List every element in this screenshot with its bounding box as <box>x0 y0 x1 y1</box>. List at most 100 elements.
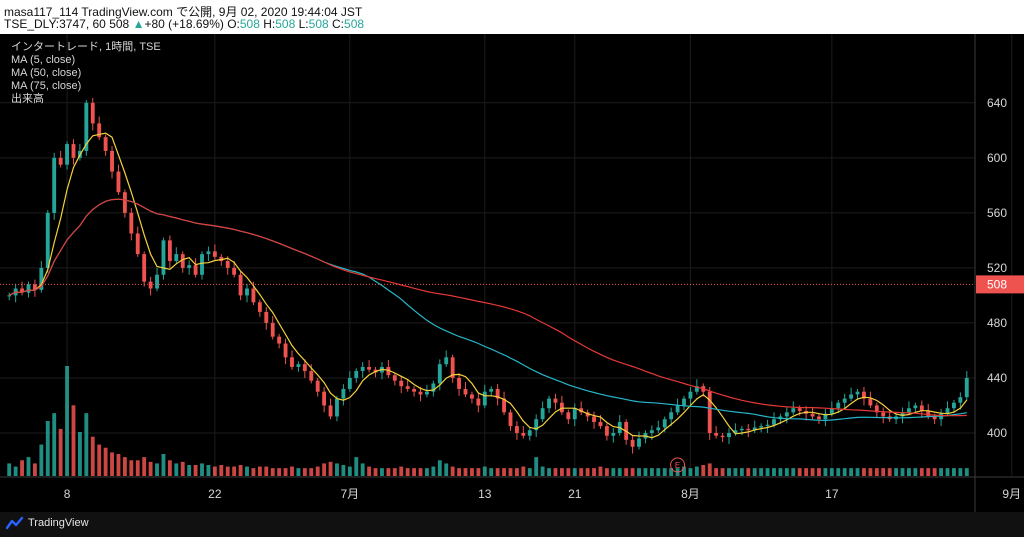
legend-volume: 出来高 <box>11 91 44 105</box>
symbol-label: TSE_DLY:3747, 60 <box>4 17 106 31</box>
candle-body <box>772 419 776 425</box>
volume-bar <box>58 428 63 476</box>
candle-body <box>71 144 76 158</box>
tradingview-logo[interactable]: TradingView <box>6 516 89 530</box>
volume-bar <box>367 466 372 476</box>
candle-body <box>823 413 828 420</box>
volume-bar <box>193 465 198 476</box>
volume-bar <box>958 468 963 476</box>
candle-body <box>245 288 249 296</box>
candle-body <box>932 416 937 420</box>
candle-body <box>649 430 654 433</box>
candle-body <box>193 265 198 275</box>
y-tick-label: 520 <box>987 261 1007 275</box>
candle-body <box>20 288 24 293</box>
legend-title: インタートレード, 1時間, TSE <box>11 40 161 53</box>
candle-body <box>45 212 50 268</box>
volume-bar <box>939 468 944 476</box>
volume-bar <box>887 468 892 476</box>
candle-body <box>129 212 134 234</box>
volume-bar <box>694 466 699 476</box>
volume-bar <box>373 468 378 476</box>
volume-bar <box>836 468 841 476</box>
volume-bar <box>277 468 282 476</box>
x-tick-label: 17 <box>825 487 839 501</box>
volume-bar <box>200 463 204 476</box>
close-label: C: <box>332 17 345 31</box>
volume-bar <box>360 463 365 476</box>
volume-bar <box>797 468 802 476</box>
candle-body <box>32 284 37 290</box>
volume-bar <box>572 468 577 476</box>
candle-body <box>855 391 860 395</box>
candle-body <box>611 432 616 436</box>
legend-ma50: MA (50, close) <box>11 67 81 79</box>
candle-body <box>347 377 352 389</box>
volume-bar <box>752 468 757 476</box>
volume-bar <box>457 468 462 476</box>
volume-bar <box>84 413 89 476</box>
change-up-icon: ▲ <box>132 17 145 31</box>
candle-body <box>257 302 262 312</box>
candle-body <box>900 412 905 417</box>
candle-body <box>200 254 204 275</box>
candle-body <box>817 416 821 420</box>
volume-bar <box>245 466 249 476</box>
candles <box>7 97 969 454</box>
volume-bar <box>296 468 301 476</box>
candle-body <box>26 284 31 293</box>
volume-bar <box>174 463 179 476</box>
candle-body <box>482 391 487 406</box>
volume-bar <box>701 465 706 476</box>
volume-bar <box>270 468 275 476</box>
volume-bar <box>45 421 50 476</box>
candle-body <box>566 412 571 420</box>
time-axis[interactable]: 8 22 7月 13 21 8月 17 9月 <box>64 487 1021 501</box>
earnings-marker[interactable] <box>670 457 686 473</box>
volume-bar <box>527 468 532 476</box>
volume-bar <box>508 468 513 476</box>
candle-body <box>720 435 725 438</box>
volume-bar <box>431 466 436 476</box>
y-tick-label: 480 <box>987 316 1007 330</box>
publish-info: masa117_114 TradingView.com で公開, 9月 02, … <box>4 5 363 19</box>
chart-frame[interactable]: E 400 440 480 520 560 600 640 8 22 7月 13 21 8月 17 9月 … <box>0 34 1024 512</box>
volume-bar <box>65 366 69 476</box>
price-axis[interactable]: 400 440 480 520 560 600 640 <box>987 96 1007 440</box>
candle-body <box>431 383 436 392</box>
volume-bar <box>52 413 57 476</box>
volume-bar <box>707 463 712 476</box>
volume-bar <box>450 466 455 476</box>
volume-bar <box>881 468 886 476</box>
candle-body <box>707 391 712 433</box>
volume-bar <box>842 468 847 476</box>
volume-bar <box>39 444 44 476</box>
high-value: 508 <box>275 17 296 31</box>
volume-bar <box>257 466 262 476</box>
candle-body <box>180 254 185 268</box>
volume-bar <box>161 454 166 476</box>
volume-bar <box>643 468 648 476</box>
low-value: 508 <box>308 17 329 31</box>
event-annotation[interactable]: E <box>670 457 686 473</box>
volume-bar <box>952 468 956 476</box>
candle-body <box>746 428 751 431</box>
volume-bar <box>122 457 127 476</box>
volume-bar <box>682 466 686 476</box>
candle-body <box>187 265 192 268</box>
candle-body <box>399 380 404 387</box>
candle-body <box>360 366 365 372</box>
candle-body <box>829 408 834 414</box>
volume-bar <box>521 466 526 476</box>
candle-body <box>791 408 796 413</box>
candle-body <box>534 419 539 431</box>
candle-body <box>283 343 288 358</box>
volume-bar <box>919 468 924 476</box>
candle-body <box>58 157 63 165</box>
candle-body <box>637 438 641 447</box>
volume-bar <box>219 465 224 476</box>
volume-bar <box>804 468 809 476</box>
volume-bar <box>913 468 918 476</box>
candle-body <box>694 386 699 392</box>
